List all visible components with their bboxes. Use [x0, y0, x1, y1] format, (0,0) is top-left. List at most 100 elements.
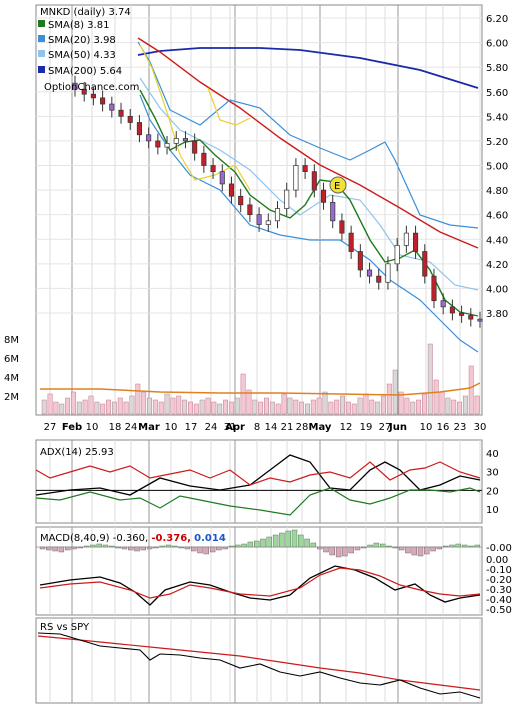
volume-bar — [398, 391, 404, 415]
candle-body — [109, 103, 115, 111]
volume-bar — [211, 401, 217, 415]
macd-histogram-bar — [468, 545, 474, 548]
candle-body — [201, 152, 207, 166]
volume-bar — [457, 401, 463, 415]
x-tick-label: 28 — [296, 422, 309, 433]
volume-bar — [439, 391, 445, 415]
x-tick-label: 10 — [86, 422, 99, 433]
volume-bar — [223, 399, 229, 415]
volume-bar — [65, 397, 71, 415]
macd-histogram-bar — [304, 538, 310, 548]
price-tick-label: 3.80 — [486, 309, 508, 320]
candle-body — [192, 140, 198, 154]
macd-histogram-bar — [266, 536, 272, 548]
x-tick-label: Jun — [388, 422, 407, 433]
candle-body — [440, 300, 446, 308]
volume-bar — [135, 383, 141, 415]
rs-average-line — [37, 635, 481, 691]
x-tick-label: 24 — [205, 422, 218, 433]
volume-bar — [381, 395, 386, 415]
macd-histogram-bar — [71, 546, 77, 550]
x-tick-label: 31 — [224, 422, 237, 433]
x-tick-label: 23 — [454, 422, 467, 433]
macd-histogram-bar — [39, 546, 46, 550]
volume-bar — [100, 403, 106, 415]
volume-bar — [106, 399, 111, 415]
macd-tick-label: -0.10 — [486, 565, 512, 576]
upper-band-line — [137, 41, 479, 229]
rs-line — [37, 632, 481, 699]
adx-tick-label: 30 — [486, 468, 499, 479]
candle-body — [182, 138, 189, 142]
macd-histogram-bar — [461, 544, 468, 548]
macd-histogram-bar — [291, 529, 298, 548]
macd-histogram-bar — [184, 546, 191, 550]
macd-histogram-bar — [222, 546, 228, 550]
volume-bar — [264, 397, 269, 415]
candle-body — [284, 189, 290, 209]
macd-tick-label: -0.50 — [486, 605, 512, 616]
macd-histogram-bar — [159, 545, 165, 548]
volume-bar — [176, 395, 182, 415]
volume-bar — [164, 393, 170, 415]
volume-tick-label: 2M — [4, 392, 19, 403]
macd-histogram-bar — [386, 545, 392, 548]
macd-histogram-bar — [190, 546, 197, 552]
volume-bar — [392, 369, 398, 415]
macd-signal-line — [39, 567, 481, 599]
volume-bar — [76, 401, 82, 415]
x-tick-label: Feb — [62, 422, 82, 433]
volume-bar — [158, 401, 164, 415]
candle-body — [90, 93, 96, 99]
macd-histogram-bar — [310, 542, 317, 548]
macd-histogram-bar — [335, 546, 342, 558]
candle-body — [210, 165, 216, 172]
price-tick-label: 4.40 — [486, 235, 508, 246]
volume-bar — [234, 397, 240, 415]
volume-bar — [123, 401, 129, 415]
macd-histogram-bar — [253, 540, 260, 548]
macd-histogram-bar — [317, 546, 323, 550]
volume-bar — [147, 397, 152, 415]
candle-body — [72, 82, 78, 90]
macd-histogram-bar — [109, 545, 115, 548]
x-tick-label: 12 — [340, 422, 353, 433]
volume-bar — [340, 395, 346, 415]
adx-tick-label: 10 — [486, 505, 499, 516]
macd-histogram-bar — [241, 543, 247, 548]
volume-tick-label: 8M — [4, 335, 19, 346]
x-tick-label: 30 — [474, 422, 487, 433]
candle-body — [274, 208, 281, 222]
volume-bar — [275, 403, 281, 415]
macd-tick-label: -0.30 — [486, 585, 512, 596]
macd-histogram-bar — [127, 546, 134, 551]
volume-bar — [111, 401, 117, 415]
macd-histogram-bar — [165, 544, 172, 548]
legend-item: SMA(200) 5.64 — [48, 66, 122, 77]
macd-histogram-bar — [279, 532, 285, 548]
volume-bar — [240, 373, 246, 415]
volume-bar — [252, 399, 258, 415]
candle-body — [247, 204, 253, 216]
adx-line — [35, 454, 481, 496]
candle-body — [394, 245, 400, 265]
yellow-band-line — [139, 44, 251, 191]
volume-bar — [474, 395, 480, 415]
rs-panel-frame — [35, 617, 483, 704]
volume-bar — [305, 403, 310, 415]
volume-bar — [152, 399, 158, 415]
legend: MNKD (daily) 3.74 SMA(8) 3.81 SMA(20) 3.… — [38, 7, 139, 93]
legend-item: SMA(8) 3.81 — [48, 20, 109, 31]
sma200-line — [137, 47, 479, 89]
macd-histogram-bar — [96, 543, 102, 548]
sma50-line — [137, 37, 479, 249]
candle-body — [118, 109, 124, 117]
volume-bar — [182, 399, 188, 415]
x-tick-label: 14 — [265, 422, 278, 433]
legend-swatch — [38, 20, 45, 27]
volume-bar — [334, 399, 340, 415]
volume-bar — [41, 399, 47, 415]
macd-histogram-bar — [392, 546, 398, 549]
macd-histogram-bar — [115, 546, 121, 549]
volume-bar — [129, 395, 135, 415]
